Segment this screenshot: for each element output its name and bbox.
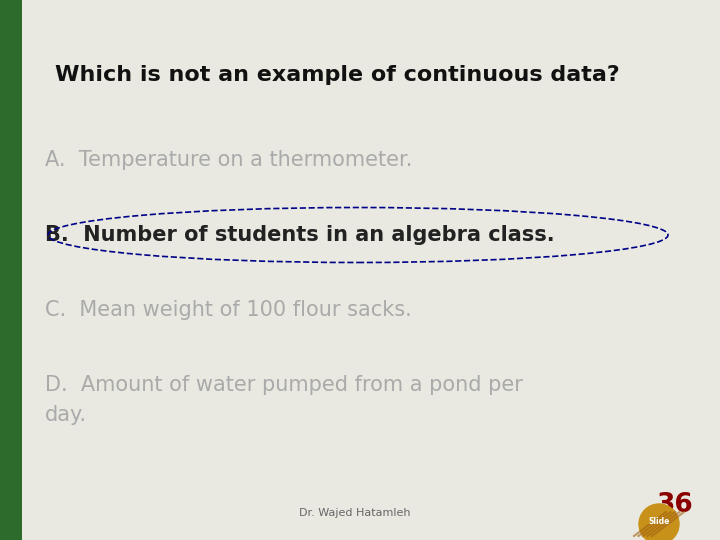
Text: day.: day. (45, 405, 87, 425)
Text: D.  Amount of water pumped from a pond per: D. Amount of water pumped from a pond pe… (45, 375, 523, 395)
Text: Dr. Wajed Hatamleh: Dr. Wajed Hatamleh (300, 508, 410, 518)
Text: B.  Number of students in an algebra class.: B. Number of students in an algebra clas… (45, 225, 554, 245)
Bar (0, 0, 22, 540)
Text: 36: 36 (656, 492, 693, 518)
Text: C.  Mean weight of 100 flour sacks.: C. Mean weight of 100 flour sacks. (45, 300, 412, 320)
Text: A.  Temperature on a thermometer.: A. Temperature on a thermometer. (45, 150, 413, 170)
Text: Which is not an example of continuous data?: Which is not an example of continuous da… (55, 65, 620, 85)
Circle shape (639, 504, 679, 540)
Text: Slide: Slide (648, 517, 670, 526)
